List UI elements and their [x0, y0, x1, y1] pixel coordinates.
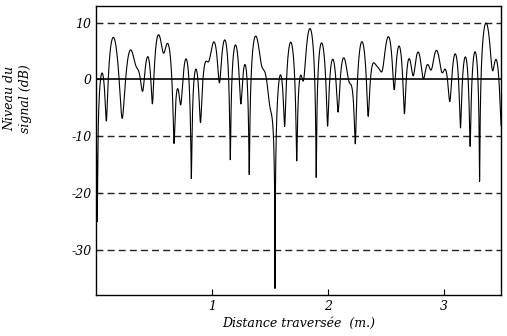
Y-axis label: Niveau du
signal (dB): Niveau du signal (dB) [4, 64, 31, 133]
X-axis label: Distance traversée  (m.): Distance traversée (m.) [223, 318, 376, 330]
